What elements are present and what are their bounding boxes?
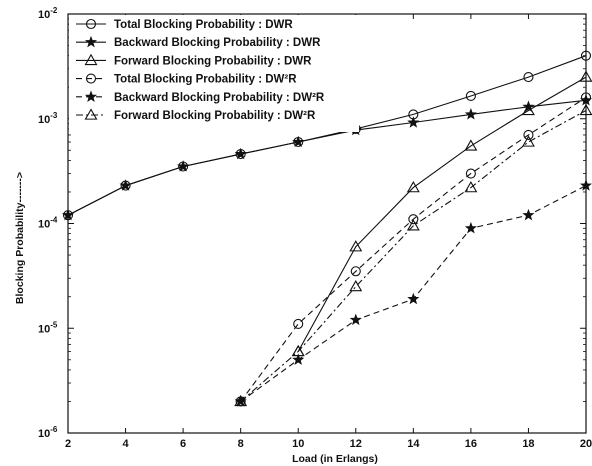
legend-entry: Total Blocking Probability : DW²R [76,73,297,86]
data-point [465,168,476,179]
data-point [464,221,477,234]
data-point [579,179,592,191]
series-6 [234,103,592,407]
x-tick-label: 14 [407,438,420,450]
legend-entry: Backward Blocking Probability : DW²R [76,90,325,104]
data-point [522,100,535,112]
legend-entry: Forward Blocking Probability : DW²R [76,108,316,122]
data-point [580,50,592,61]
data-point [291,344,305,357]
legend-label: Forward Blocking Probability : DWR [114,55,312,67]
series-2 [61,93,592,221]
y-tick-label: 10-4 [38,216,58,231]
data-point [406,181,420,193]
x-tick-label: 18 [522,438,534,450]
legend-marker [85,73,97,84]
legend-marker [84,90,98,102]
x-tick-label: 10 [292,438,304,450]
data-point [464,181,478,193]
data-point [349,279,363,292]
data-point [579,103,592,116]
data-point [522,208,535,221]
x-axis-label: Load (in Erlangs) [292,453,378,465]
legend-entry: Total Blocking Probability : DWR [76,18,293,31]
data-point [464,108,477,120]
series-line [240,110,587,402]
data-point [406,219,420,231]
data-point [408,214,419,225]
legend-label: Forward Blocking Probability : DW²R [114,110,316,122]
x-tick-label: 8 [238,438,244,450]
data-point [523,129,534,141]
legend-label: Total Blocking Probability : DWR [114,19,293,31]
data-point [177,160,190,172]
data-point [234,394,248,407]
data-point [349,240,363,252]
legend-entry: Forward Blocking Probability : DWR [76,53,312,67]
legend-marker [84,108,98,120]
y-tick-label: 10-6 [38,425,58,440]
x-tick-label: 6 [180,438,186,450]
series-4 [235,92,592,407]
x-tick-label: 20 [580,438,592,450]
series-line [240,96,587,402]
x-tick-label: 2 [65,438,71,450]
data-point [349,313,362,326]
legend-label: Backward Blocking Probability : DWR [114,37,321,49]
data-point [521,135,535,147]
data-point [521,103,535,116]
data-point [523,72,534,83]
data-point [292,353,305,365]
data-point [292,135,305,148]
data-point [580,92,592,103]
data-point [407,292,420,305]
data-point [465,90,476,102]
data-point [464,139,478,151]
y-tick-label: 10-2 [38,6,58,21]
data-point [293,318,304,329]
data-point [234,147,247,160]
legend-marker [84,53,98,66]
x-tick-label: 4 [122,438,129,450]
legend-box [69,15,359,132]
data-point [119,179,132,191]
legend-entry: Backward Blocking Probability : DWR [76,35,321,49]
series-layer [61,50,592,407]
data-point [579,70,592,82]
y-tick-label: 10-5 [38,320,58,335]
series-line [67,99,587,216]
data-point [350,266,361,277]
data-point [61,208,75,221]
y-axis-label: Blocking Probability-------> [14,172,26,304]
legend: Total Blocking Probability : DWR Backward… [69,15,359,132]
x-tick-label: 16 [465,438,477,450]
x-tick-label: 12 [350,438,362,450]
y-axis-ticks: 10-6 10-5 10-4 10-3 10-2 [38,6,586,440]
legend-marker [85,18,97,30]
y-tick-label: 10-3 [38,111,58,126]
series-5 [234,179,592,407]
series-line [297,76,587,352]
legend-marker [84,35,98,48]
legend-label: Total Blocking Probability : DW²R [114,74,297,86]
legend-label: Backward Blocking Probability : DW²R [114,92,325,104]
data-point [407,116,420,128]
